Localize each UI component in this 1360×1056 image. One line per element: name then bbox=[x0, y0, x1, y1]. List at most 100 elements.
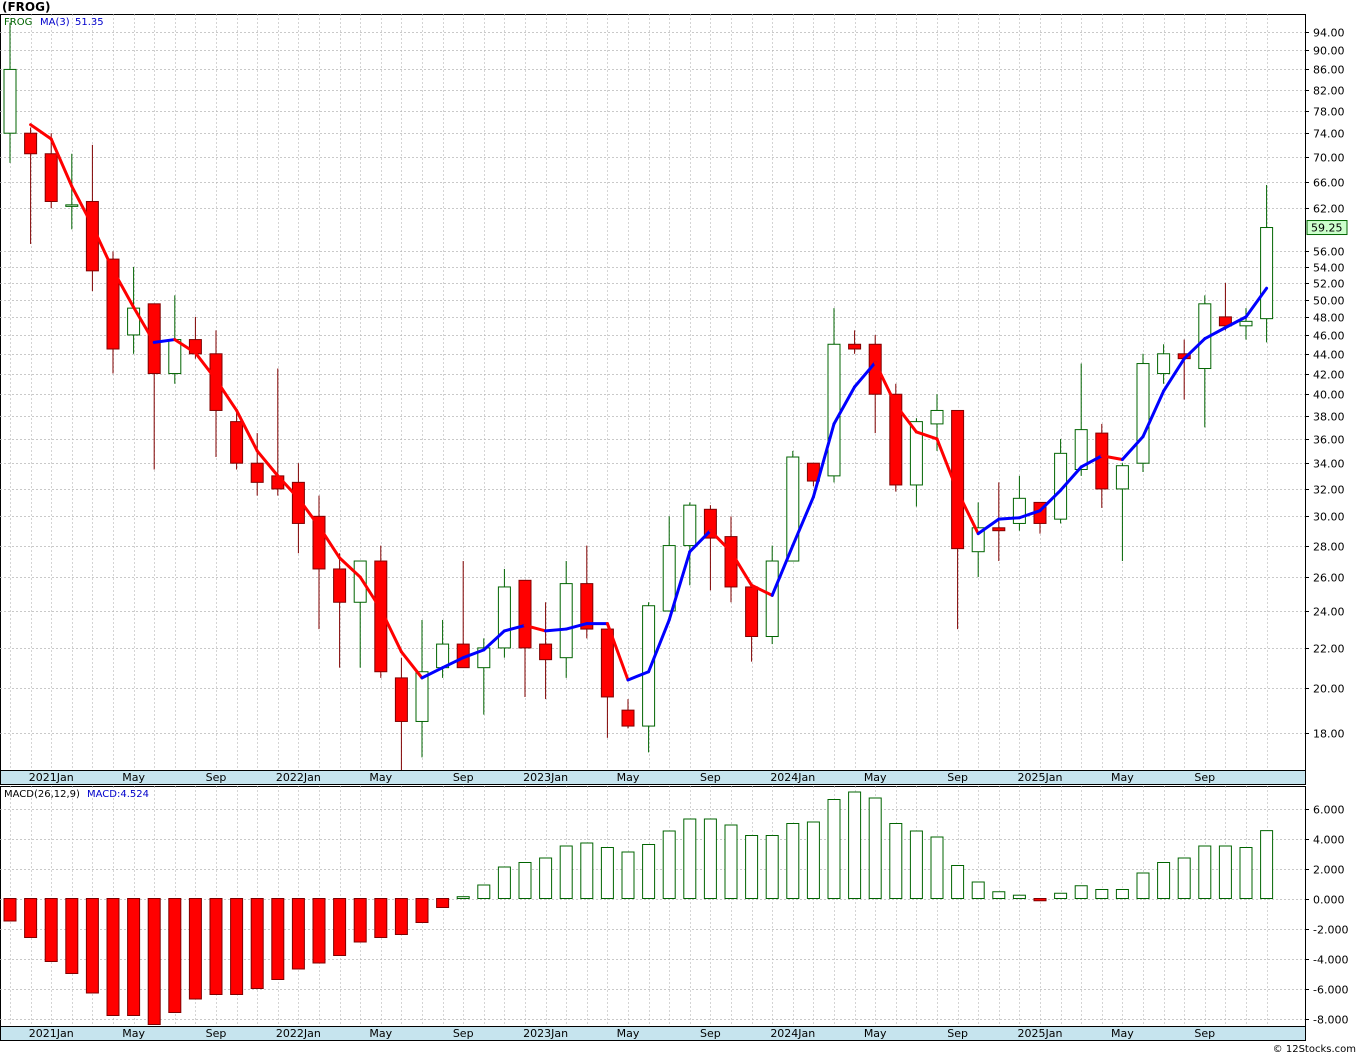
candle-body bbox=[600, 628, 614, 698]
candle-body bbox=[497, 586, 511, 649]
price-xtick-label: 2021Jan bbox=[29, 771, 74, 784]
candle bbox=[971, 502, 985, 578]
macd-xtick-label: May bbox=[617, 1027, 640, 1040]
macd-tick-label: 6.000 bbox=[1313, 804, 1345, 817]
ma-segment bbox=[873, 361, 898, 407]
price-xtick-label: Sep bbox=[1194, 771, 1215, 784]
macd-bar bbox=[662, 830, 676, 899]
ma-segment bbox=[399, 650, 424, 680]
price-xtick-label: 2025Jan bbox=[1018, 771, 1063, 784]
macd-bar bbox=[477, 884, 491, 899]
candle bbox=[291, 463, 305, 554]
macd-bar bbox=[848, 791, 862, 899]
ma-segment bbox=[997, 516, 1021, 521]
macd-bar bbox=[394, 898, 408, 935]
ma-segment bbox=[441, 656, 465, 670]
macd-bar bbox=[1054, 892, 1068, 899]
candle-body bbox=[1115, 465, 1129, 490]
candle bbox=[44, 133, 58, 209]
ma-segment bbox=[1141, 389, 1166, 439]
macd-xtick-label: Sep bbox=[453, 1027, 474, 1040]
price-xtick-label: 2023Jan bbox=[523, 771, 568, 784]
ma-segment bbox=[482, 629, 506, 652]
macd-bar bbox=[621, 851, 635, 899]
macd-bar bbox=[85, 898, 99, 994]
macd-bar bbox=[724, 824, 738, 899]
candle bbox=[1136, 353, 1150, 473]
price-tick-label: 20.00 bbox=[1313, 683, 1345, 696]
last-price-box bbox=[1306, 220, 1348, 236]
macd-tick-label: -6.000 bbox=[1313, 984, 1348, 997]
ma-segment bbox=[605, 622, 630, 682]
macd-xtick-label: Sep bbox=[700, 1027, 721, 1040]
candle-body bbox=[44, 153, 58, 202]
macd-tick-label: 0.000 bbox=[1313, 894, 1345, 907]
ma-segment bbox=[832, 385, 857, 426]
macd-bar bbox=[703, 818, 717, 899]
ma-segment bbox=[358, 575, 383, 611]
candle-body bbox=[333, 568, 347, 603]
price-tick-label: 26.00 bbox=[1313, 572, 1345, 585]
price-tick-label: 34.00 bbox=[1313, 458, 1345, 471]
candle bbox=[827, 308, 841, 483]
ma-segment bbox=[317, 524, 342, 560]
candle-body bbox=[230, 421, 244, 464]
candle bbox=[1198, 295, 1212, 428]
ma-segment bbox=[667, 550, 692, 622]
macd-xtick-label: 2023Jan bbox=[523, 1027, 568, 1040]
candle-body bbox=[168, 339, 182, 375]
price-legend-ma-value: 51.35 bbox=[75, 17, 104, 28]
price-tick-label: 22.00 bbox=[1313, 643, 1345, 656]
candle bbox=[1239, 308, 1253, 340]
candle-body bbox=[539, 643, 553, 661]
candle bbox=[415, 619, 429, 758]
macd-bar bbox=[1115, 889, 1129, 899]
macd-bar bbox=[1260, 830, 1274, 900]
candle bbox=[889, 383, 903, 492]
macd-bar bbox=[106, 898, 120, 1016]
price-xtick-label: Sep bbox=[206, 771, 227, 784]
ma-segment bbox=[29, 123, 53, 141]
candle bbox=[3, 22, 17, 163]
candle bbox=[683, 502, 697, 586]
macd-bar bbox=[992, 891, 1006, 899]
price-tick-label: 44.00 bbox=[1313, 349, 1345, 362]
candle-body bbox=[65, 204, 79, 207]
candle bbox=[1157, 344, 1171, 384]
macd-xtick-label: May bbox=[122, 1027, 145, 1040]
price-xtick-label: May bbox=[617, 771, 640, 784]
price-tick-label: 94.00 bbox=[1313, 27, 1345, 40]
candle bbox=[642, 602, 656, 753]
price-xtick-label: May bbox=[369, 771, 392, 784]
macd-bar bbox=[209, 898, 223, 995]
candle bbox=[600, 628, 614, 738]
macd-bar bbox=[1012, 894, 1026, 900]
ma-segment bbox=[894, 403, 918, 434]
candle-body bbox=[415, 671, 429, 722]
ma-segment bbox=[276, 474, 300, 500]
macd-bar bbox=[1198, 845, 1212, 899]
candle-body bbox=[848, 343, 862, 350]
ma-segment bbox=[811, 422, 836, 499]
macd-bar bbox=[559, 845, 573, 899]
candle-body bbox=[374, 560, 388, 673]
candle bbox=[497, 568, 511, 658]
macd-xtick-label: May bbox=[369, 1027, 392, 1040]
price-panel: 18.00 20.00 22.00 24.00 26.00 28.00 30.00 32.00… bbox=[0, 14, 1348, 785]
candle bbox=[147, 303, 161, 470]
ma-segment bbox=[523, 623, 548, 633]
candle bbox=[559, 561, 573, 678]
macd-tick-label: -8.000 bbox=[1313, 1014, 1348, 1027]
macd-xaxis-band bbox=[0, 1026, 1306, 1041]
price-tick-label: 74.00 bbox=[1313, 128, 1345, 141]
price-xtick-label: May bbox=[122, 771, 145, 784]
candle-body bbox=[889, 393, 903, 486]
price-xtick-label: 2022Jan bbox=[276, 771, 321, 784]
macd-bar bbox=[353, 898, 367, 943]
ma-segment bbox=[626, 670, 651, 682]
chart-title: (FROG) bbox=[2, 0, 51, 14]
candle-body bbox=[1239, 320, 1253, 327]
macd-xtick-label: 2025Jan bbox=[1018, 1027, 1063, 1040]
macd-bar bbox=[951, 865, 965, 899]
ma-segment bbox=[729, 550, 754, 587]
